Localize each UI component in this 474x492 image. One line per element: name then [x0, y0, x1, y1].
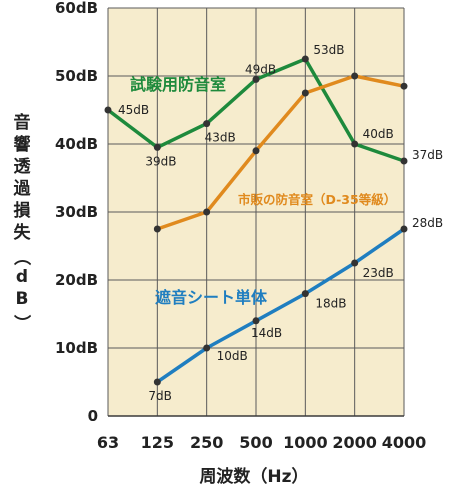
y-axis-title-char: 過	[14, 179, 32, 199]
data-point	[351, 72, 359, 80]
y-tick-label: 50dB	[55, 67, 98, 85]
y-tick-label: 40dB	[55, 135, 98, 153]
data-label: 18dB	[315, 297, 346, 311]
y-axis-title-char: 損	[14, 200, 32, 221]
data-label: 23dB	[363, 266, 394, 280]
x-tick-label: 500	[239, 433, 272, 452]
y-axis-title-char: （	[11, 249, 32, 266]
series-line	[156, 227, 405, 384]
x-tick-label: 1000	[283, 433, 328, 452]
x-tick-label: 2000	[332, 433, 377, 452]
data-point	[153, 225, 161, 233]
data-point	[351, 259, 359, 267]
data-label: 14dB	[251, 326, 282, 340]
data-point	[400, 82, 408, 90]
data-label: 49dB	[245, 62, 276, 76]
y-tick-labels: 0 10dB 20dB 30dB 40dB 50dB 60dB	[55, 0, 98, 425]
data-point	[203, 344, 211, 352]
x-axis-title: 周波数（Hz）	[199, 466, 308, 487]
x-tick-label: 250	[190, 433, 223, 452]
x-tick-label: 125	[141, 433, 174, 452]
data-point	[203, 208, 211, 216]
y-tick-label: 20dB	[55, 271, 98, 289]
data-point	[351, 140, 359, 148]
series-group: 45dB 39dB 43dB 49dB 53dB 40dB 37dB 試験用防音室市販の防音室…	[104, 43, 443, 403]
y-tick-label: 10dB	[55, 339, 98, 357]
y-tick-label: 60dB	[55, 0, 98, 17]
series-name-label: 試験用防音室	[130, 75, 226, 94]
y-tick-label: 30dB	[55, 203, 98, 221]
data-label: 28dB	[412, 216, 443, 230]
data-point	[104, 106, 112, 114]
grid	[107, 7, 405, 417]
data-point	[301, 55, 309, 63]
data-point	[252, 317, 260, 325]
data-point	[301, 290, 309, 298]
series-name-label: 遮音シート単体	[155, 288, 268, 307]
data-point	[203, 120, 211, 128]
x-tick-label: 63	[97, 433, 119, 452]
series-name-label: 市販の防音室（D-35等級）	[238, 192, 396, 207]
y-axis-title-char: 失	[14, 222, 32, 243]
y-axis-title-char: B	[16, 289, 29, 309]
x-tick-label: 4000	[382, 433, 427, 452]
data-label: 45dB	[118, 103, 149, 117]
y-axis-title-char: 透	[14, 156, 32, 177]
y-tick-label: 0	[88, 407, 98, 425]
data-label: 39dB	[145, 154, 176, 168]
data-point	[153, 378, 161, 386]
y-axis-title-char: 響	[14, 134, 31, 155]
y-axis-title-char: 音	[14, 112, 31, 133]
y-axis-title-char: d	[16, 267, 28, 287]
data-label: 40dB	[363, 127, 394, 141]
series-line	[156, 74, 405, 231]
data-point	[252, 75, 260, 83]
data-point	[400, 225, 408, 233]
y-axis-title-char: ）	[11, 315, 32, 332]
data-point	[301, 89, 309, 97]
data-label: 37dB	[412, 148, 443, 162]
data-point	[153, 143, 161, 151]
data-label: 43dB	[205, 131, 236, 145]
data-label: 7dB	[148, 389, 171, 403]
x-tick-labels: 63 125 250 500 1000 2000 4000	[97, 433, 426, 452]
data-point	[252, 147, 260, 155]
data-label: 10dB	[217, 349, 248, 363]
data-point	[400, 157, 408, 165]
data-label: 53dB	[313, 43, 344, 57]
